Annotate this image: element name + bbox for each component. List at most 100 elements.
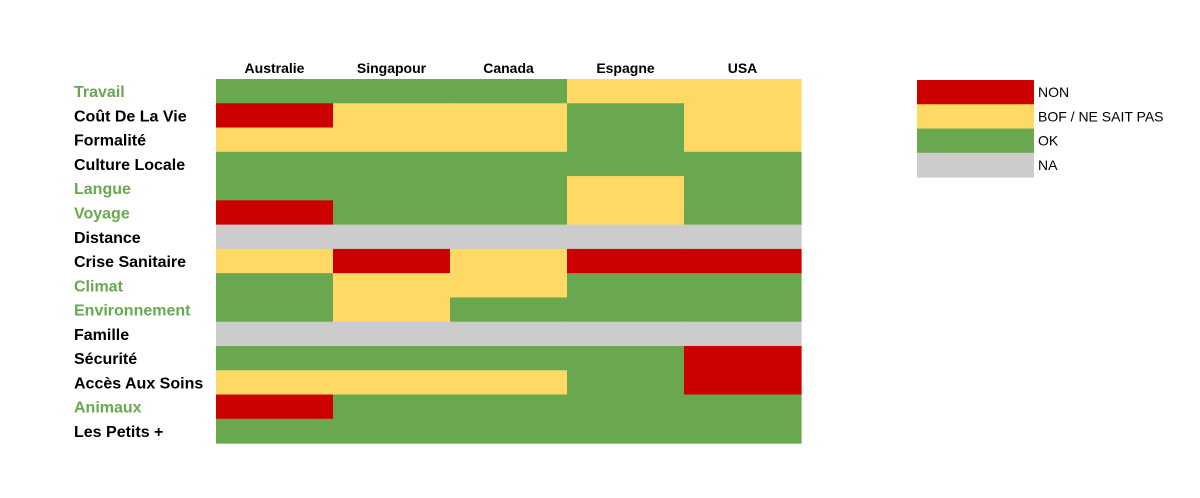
heatmap-cell bbox=[450, 127, 568, 153]
heatmap-cell bbox=[684, 79, 802, 104]
heatmap-cell bbox=[333, 200, 451, 226]
heatmap-cell bbox=[450, 345, 568, 371]
legend-swatch bbox=[917, 104, 1034, 130]
legend-label: NA bbox=[1038, 157, 1058, 173]
heatmap-cell bbox=[216, 418, 334, 444]
row-label: Coût De La Vie bbox=[74, 108, 187, 125]
legend-swatch bbox=[917, 128, 1034, 154]
heatmap-cell bbox=[450, 273, 568, 299]
column-label: Canada bbox=[483, 60, 534, 76]
heatmap-cell bbox=[333, 345, 451, 371]
heatmap-cell bbox=[684, 176, 802, 201]
heatmap-cell bbox=[333, 79, 451, 104]
row-label: Sécurité bbox=[74, 351, 137, 368]
heatmap-cell bbox=[333, 418, 451, 444]
row-label: Voyage bbox=[74, 205, 130, 222]
heatmap-cell bbox=[216, 345, 334, 371]
column-label: Australie bbox=[245, 60, 305, 76]
row-label: Environnement bbox=[74, 303, 191, 320]
heatmap-cell bbox=[333, 370, 451, 396]
legend-swatch bbox=[917, 80, 1034, 105]
heatmap-cell bbox=[567, 297, 685, 323]
row-label: Les Petits + bbox=[74, 424, 163, 441]
heatmap-cell bbox=[450, 394, 568, 420]
heatmap-cell bbox=[333, 297, 451, 323]
row-label: Distance bbox=[74, 230, 141, 247]
heatmap-cell bbox=[567, 273, 685, 299]
heatmap-cell bbox=[684, 200, 802, 226]
heatmap-cell bbox=[216, 224, 334, 250]
heatmap-cell bbox=[216, 103, 334, 129]
legend-label: OK bbox=[1038, 133, 1059, 149]
heatmap-cell bbox=[216, 176, 334, 201]
heatmap-cell bbox=[333, 127, 451, 153]
legend-label: NON bbox=[1038, 84, 1069, 100]
heatmap-cell bbox=[567, 79, 685, 104]
heatmap-cell bbox=[684, 297, 802, 323]
heatmap-cells bbox=[216, 79, 802, 444]
heatmap-cell bbox=[333, 224, 451, 250]
row-label: Accès Aux Soins bbox=[74, 375, 203, 392]
heatmap-cell bbox=[450, 176, 568, 201]
heatmap-cell bbox=[450, 151, 568, 177]
heatmap-cell bbox=[333, 248, 451, 274]
legend: NON BOF / NE SAIT PAS OK NA bbox=[917, 80, 1164, 178]
heatmap-cell bbox=[684, 394, 802, 420]
heatmap-cell bbox=[450, 103, 568, 129]
heatmap-cell bbox=[567, 127, 685, 153]
heatmap-cell bbox=[567, 418, 685, 444]
heatmap-cell bbox=[450, 321, 568, 347]
heatmap-cell bbox=[567, 200, 685, 226]
heatmap-cell bbox=[216, 248, 334, 274]
row-label: Crise Sanitaire bbox=[74, 254, 186, 271]
column-labels: Australie Singapour Canada Espagne USA bbox=[245, 60, 758, 76]
heatmap-cell bbox=[567, 394, 685, 420]
heatmap-cell bbox=[333, 176, 451, 201]
heatmap-cell bbox=[567, 176, 685, 201]
heatmap-cell bbox=[333, 394, 451, 420]
row-label: Culture Locale bbox=[74, 157, 185, 174]
heatmap-cell bbox=[216, 127, 334, 153]
column-label: Singapour bbox=[357, 60, 427, 76]
heatmap-cell bbox=[684, 248, 802, 274]
heatmap-cell bbox=[567, 321, 685, 347]
heatmap-cell bbox=[216, 200, 334, 226]
heatmap-cell bbox=[450, 418, 568, 444]
column-label: USA bbox=[728, 60, 758, 76]
heatmap-cell bbox=[450, 370, 568, 396]
heatmap-cell bbox=[567, 103, 685, 129]
heatmap-cell bbox=[216, 273, 334, 299]
heatmap-cell bbox=[216, 394, 334, 420]
row-label: Animaux bbox=[74, 400, 142, 417]
heatmap-cell bbox=[567, 151, 685, 177]
heatmap-cell bbox=[216, 79, 334, 104]
heatmap-cell bbox=[684, 370, 802, 396]
heatmap-cell bbox=[684, 345, 802, 371]
heatmap-cell bbox=[216, 370, 334, 396]
heatmap-cell bbox=[684, 151, 802, 177]
heatmap-cell bbox=[333, 273, 451, 299]
row-label: Climat bbox=[74, 278, 124, 295]
row-label: Formalité bbox=[74, 133, 146, 150]
heatmap-cell bbox=[684, 418, 802, 444]
heatmap-cell bbox=[684, 273, 802, 299]
row-label: Langue bbox=[74, 181, 131, 198]
heatmap-cell bbox=[450, 297, 568, 323]
heatmap-cell bbox=[450, 79, 568, 104]
heatmap-cell bbox=[333, 151, 451, 177]
heatmap-cell bbox=[684, 127, 802, 153]
heatmap-cell bbox=[450, 224, 568, 250]
heatmap-cell bbox=[684, 224, 802, 250]
heatmap-cell bbox=[333, 103, 451, 129]
row-label: Travail bbox=[74, 84, 125, 101]
heatmap-cell bbox=[567, 345, 685, 371]
heatmap-cell bbox=[567, 224, 685, 250]
heatmap-cell bbox=[333, 321, 451, 347]
heatmap-cell bbox=[216, 297, 334, 323]
heatmap-cell bbox=[684, 103, 802, 129]
heatmap-cell bbox=[567, 248, 685, 274]
legend-label: BOF / NE SAIT PAS bbox=[1038, 108, 1164, 124]
legend-swatch bbox=[917, 152, 1034, 178]
heatmap-cell bbox=[216, 321, 334, 347]
